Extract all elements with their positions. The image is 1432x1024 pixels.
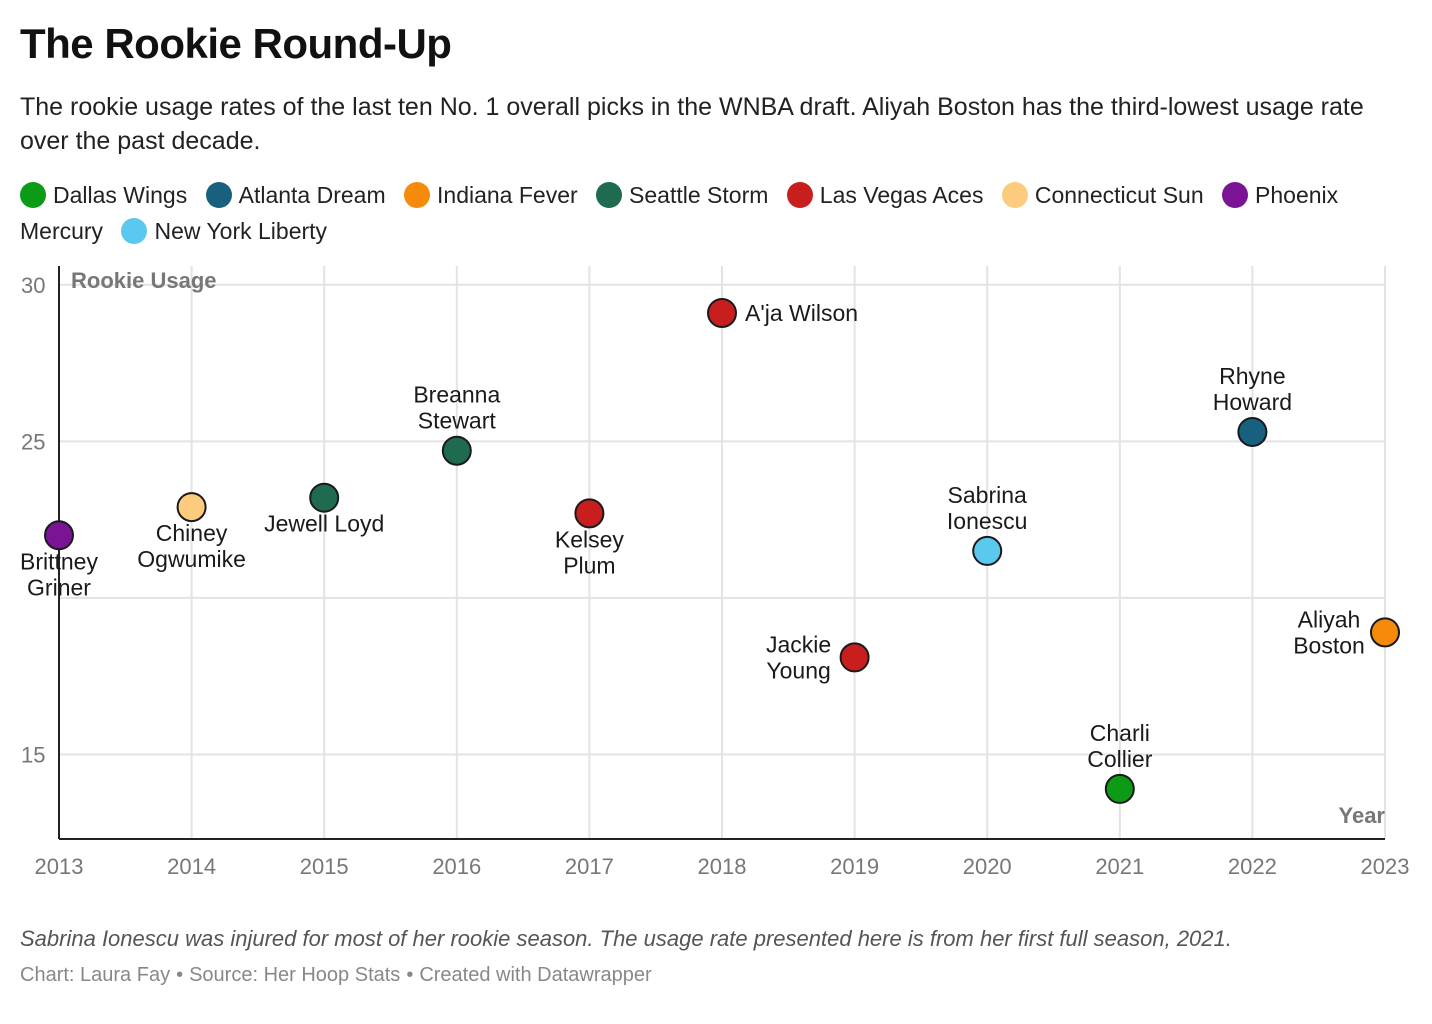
legend-item: Phoenix Mercury	[20, 182, 1338, 244]
x-tick-label: 2018	[698, 854, 747, 879]
data-label: Kelsey Plum	[555, 526, 625, 578]
chart-subtitle: The rookie usage rates of the last ten N…	[20, 93, 1364, 155]
data-label-line: Boston	[1293, 632, 1365, 658]
data-label: Charli Collier	[1087, 720, 1153, 772]
legend-swatch	[1001, 182, 1028, 208]
footnote: Sabrina Ionescu was injured for most of …	[20, 926, 1232, 951]
data-label-line: Jackie	[766, 631, 831, 657]
x-tick-label: 2016	[432, 854, 481, 879]
x-tick-label: 2022	[1228, 854, 1277, 879]
legend-item: Seattle Storm	[596, 182, 768, 208]
data-label-line: Collier	[1087, 746, 1153, 772]
legend-label: Connecticut Sun	[1034, 182, 1204, 208]
data-label-line: Ionescu	[947, 508, 1028, 534]
legend-item: New York Liberty	[121, 218, 327, 244]
data-label-line: Breanna	[413, 382, 500, 408]
credit-author: Chart: Laura Fay	[20, 964, 171, 986]
legend-swatch	[404, 182, 431, 208]
data-label-line: A'ja Wilson	[745, 300, 858, 326]
data-label: Sabrina Ionescu	[947, 482, 1028, 534]
legend-item: Indiana Fever	[404, 182, 578, 208]
data-label: Rhyne Howard	[1213, 363, 1292, 415]
data-label-line: Young	[766, 657, 830, 683]
legend-label: Phoenix Mercury	[20, 182, 1339, 244]
legend-item: Connecticut Sun	[1001, 182, 1204, 208]
legend-swatch	[596, 182, 623, 208]
credit-separator: •	[176, 964, 184, 986]
data-point	[839, 642, 870, 673]
legend-label: Dallas Wings	[53, 182, 188, 208]
x-tick-label: 2015	[300, 854, 349, 879]
x-tick-label: 2021	[1095, 854, 1144, 879]
data-point	[707, 297, 737, 328]
data-point	[309, 482, 340, 513]
data-label: A'ja Wilson	[745, 300, 858, 326]
data-point	[176, 492, 207, 523]
data-label-line: Kelsey	[555, 526, 625, 552]
data-label: Brittney Griner	[20, 548, 98, 600]
data-point	[972, 535, 1003, 566]
data-label: Jewell Loyd	[264, 511, 384, 537]
x-tick-label: 2013	[35, 854, 84, 879]
data-label-line: Aliyah	[1298, 606, 1361, 632]
legend-swatch	[786, 182, 813, 208]
y-tick-label: 30	[21, 273, 45, 298]
y-tick-label: 25	[21, 429, 45, 454]
data-label: Aliyah Boston	[1293, 606, 1365, 658]
data-label-line: Chiney	[156, 520, 228, 546]
y-tick-label: 15	[21, 742, 45, 767]
data-label: Breanna Stewart	[413, 382, 500, 434]
data-label-line: Howard	[1213, 389, 1292, 415]
data-point	[1104, 773, 1135, 804]
legend-label: Indiana Fever	[437, 182, 578, 208]
credit-line: Chart: Laura Fay • Source: Her Hoop Stats •…	[20, 964, 652, 987]
x-tick-label: 2017	[565, 854, 614, 879]
data-label-line: Charli	[1090, 720, 1150, 746]
legend-label: New York Liberty	[154, 218, 328, 244]
y-axis-title: Rookie Usage	[71, 268, 217, 293]
data-label-line: Brittney	[20, 548, 98, 574]
legend-swatch	[20, 182, 46, 208]
points-layer: Brittney Griner Chiney Ogwumike Jewell Loyd B…	[20, 297, 1400, 804]
data-label-line: Ogwumike	[137, 546, 246, 572]
legend-label: Seattle Storm	[629, 182, 769, 208]
legend: Dallas Wings Atlanta Dream Indiana Fever…	[20, 177, 1410, 249]
legend-item: Dallas Wings	[20, 182, 187, 208]
data-label-line: Sabrina	[948, 482, 1027, 508]
x-tick-label: 2019	[830, 854, 879, 879]
data-label-line: Jewell Loyd	[264, 511, 384, 537]
data-point	[441, 435, 472, 466]
legend-item: Las Vegas Aces	[786, 182, 984, 208]
chart-title: The Rookie Round-Up	[20, 20, 452, 67]
credit-separator: •	[406, 964, 414, 986]
data-label-line: Stewart	[418, 408, 497, 434]
legend-swatch	[1222, 182, 1249, 208]
legend-label: Atlanta Dream	[238, 182, 386, 208]
data-point	[574, 498, 605, 529]
axis-layer: 2013 2014 2015 2016 2017 2018 2019 2020 2021 2022…	[21, 266, 1409, 879]
x-tick-label: 2014	[167, 854, 216, 879]
credit-source: Source: Her Hoop Stats	[189, 964, 401, 986]
x-tick-label: 2023	[1361, 854, 1410, 879]
data-label-line: Rhyne	[1219, 363, 1285, 389]
data-label: Chiney Ogwumike	[137, 520, 246, 572]
x-axis-title: Year	[1339, 803, 1386, 828]
grid-layer	[59, 266, 1386, 839]
data-point	[44, 520, 74, 551]
data-point	[1370, 617, 1400, 648]
x-tick-label: 2020	[963, 854, 1012, 879]
data-label-line: Plum	[563, 552, 615, 578]
data-label: Jackie Young	[766, 631, 831, 683]
legend-swatch	[205, 182, 232, 208]
legend-label: Las Vegas Aces	[819, 182, 984, 208]
data-point	[1237, 416, 1268, 447]
credit-tool[interactable]: Created with Datawrapper	[419, 964, 652, 986]
data-label-line: Griner	[27, 574, 91, 600]
legend-item: Atlanta Dream	[205, 182, 386, 208]
legend-swatch	[121, 218, 148, 244]
